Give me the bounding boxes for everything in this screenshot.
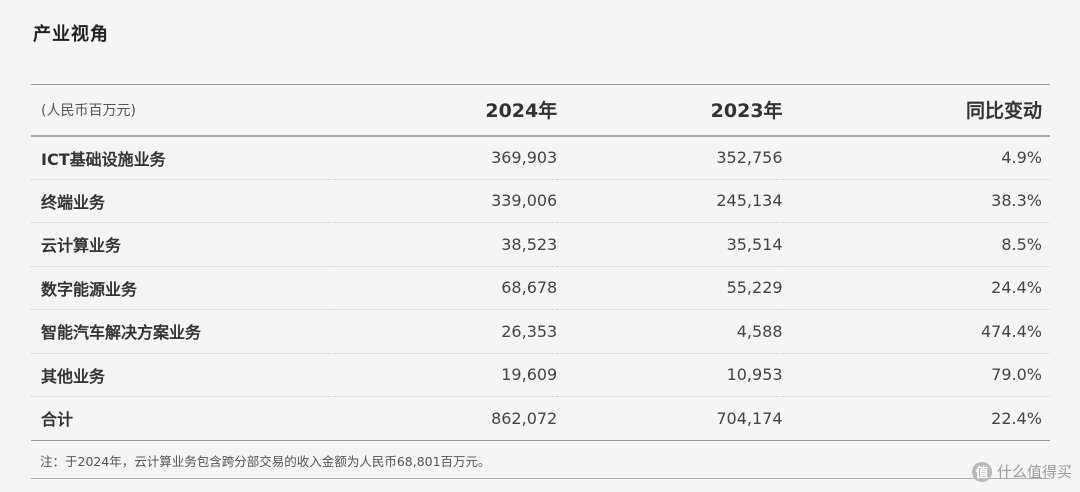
column-header-2023: 2023年 [710,100,783,123]
row-label: ICT基础设施业务 [41,149,166,169]
cell-2024: 339,006 [491,191,558,211]
footnote: 注：于2024年，云计算业务包含跨分部交易的收入金额为人民币68,801百万元。 [40,454,491,469]
cell-change: 38.3% [991,191,1042,211]
cell-change: 24.4% [991,278,1042,298]
cell-2023: 35,514 [726,234,783,254]
table-row: 数字能源业务 68,678 55,229 24.4% [31,266,1050,310]
cell-2023: 704,174 [716,408,783,428]
cell-2023: 4,588 [736,321,783,341]
column-header-change: 同比变动 [965,100,1042,123]
table-row: 智能汽车解决方案业务 26,353 4,588 474.4% [31,310,1050,353]
watermark-text: 什么值得买 [996,463,1072,481]
cell-2024: 68,678 [501,278,558,298]
cell-2023: 10,953 [726,365,783,385]
table-row: ICT基础设施业务 369,903 352,756 4.9% [31,136,1050,179]
section-title: 产业视角 [33,24,109,45]
row-label: 云计算业务 [41,236,122,256]
cell-2024: 26,353 [501,321,558,341]
cell-change: 79.0% [991,365,1042,385]
table-row: 其他业务 19,609 10,953 79.0% [31,353,1050,397]
watermark-logo: 值 [971,461,992,482]
cell-change: 22.4% [991,408,1042,428]
column-header-2024: 2024年 [485,100,558,123]
cell-2023: 245,134 [716,191,783,211]
table-row: 云计算业务 38,523 35,514 8.5% [31,223,1050,266]
row-label: 合计 [41,410,74,430]
cell-2024: 19,609 [501,365,558,385]
cell-2023: 352,756 [716,148,783,167]
watermark: 值 什么值得买 [971,461,1072,482]
row-label: 智能汽车解决方案业务 [41,323,202,343]
total-row: 合计 862,072 704,174 22.4% [31,397,1050,440]
revenue-table: (人民币百万元) 2024年 2023年 同比变动 ICT基础设施业务 369,… [31,84,1050,441]
cell-2024: 862,072 [491,408,558,428]
bottom-divider [31,478,1050,479]
row-label: 数字能源业务 [41,279,138,299]
cell-change: 4.9% [1001,148,1042,167]
cell-2023: 55,229 [726,278,783,298]
cell-change: 474.4% [980,321,1042,341]
table-row: 终端业务 339,006 245,134 38.3% [31,179,1050,223]
cell-2024: 369,903 [491,148,558,167]
row-label: 终端业务 [41,192,106,212]
row-label: 其他业务 [41,366,106,386]
cell-change: 8.5% [1001,234,1042,254]
cell-2024: 38,523 [501,234,558,254]
unit-label: (人民币百万元) [41,102,136,119]
table-header-row: (人民币百万元) 2024年 2023年 同比变动 [31,84,1050,136]
